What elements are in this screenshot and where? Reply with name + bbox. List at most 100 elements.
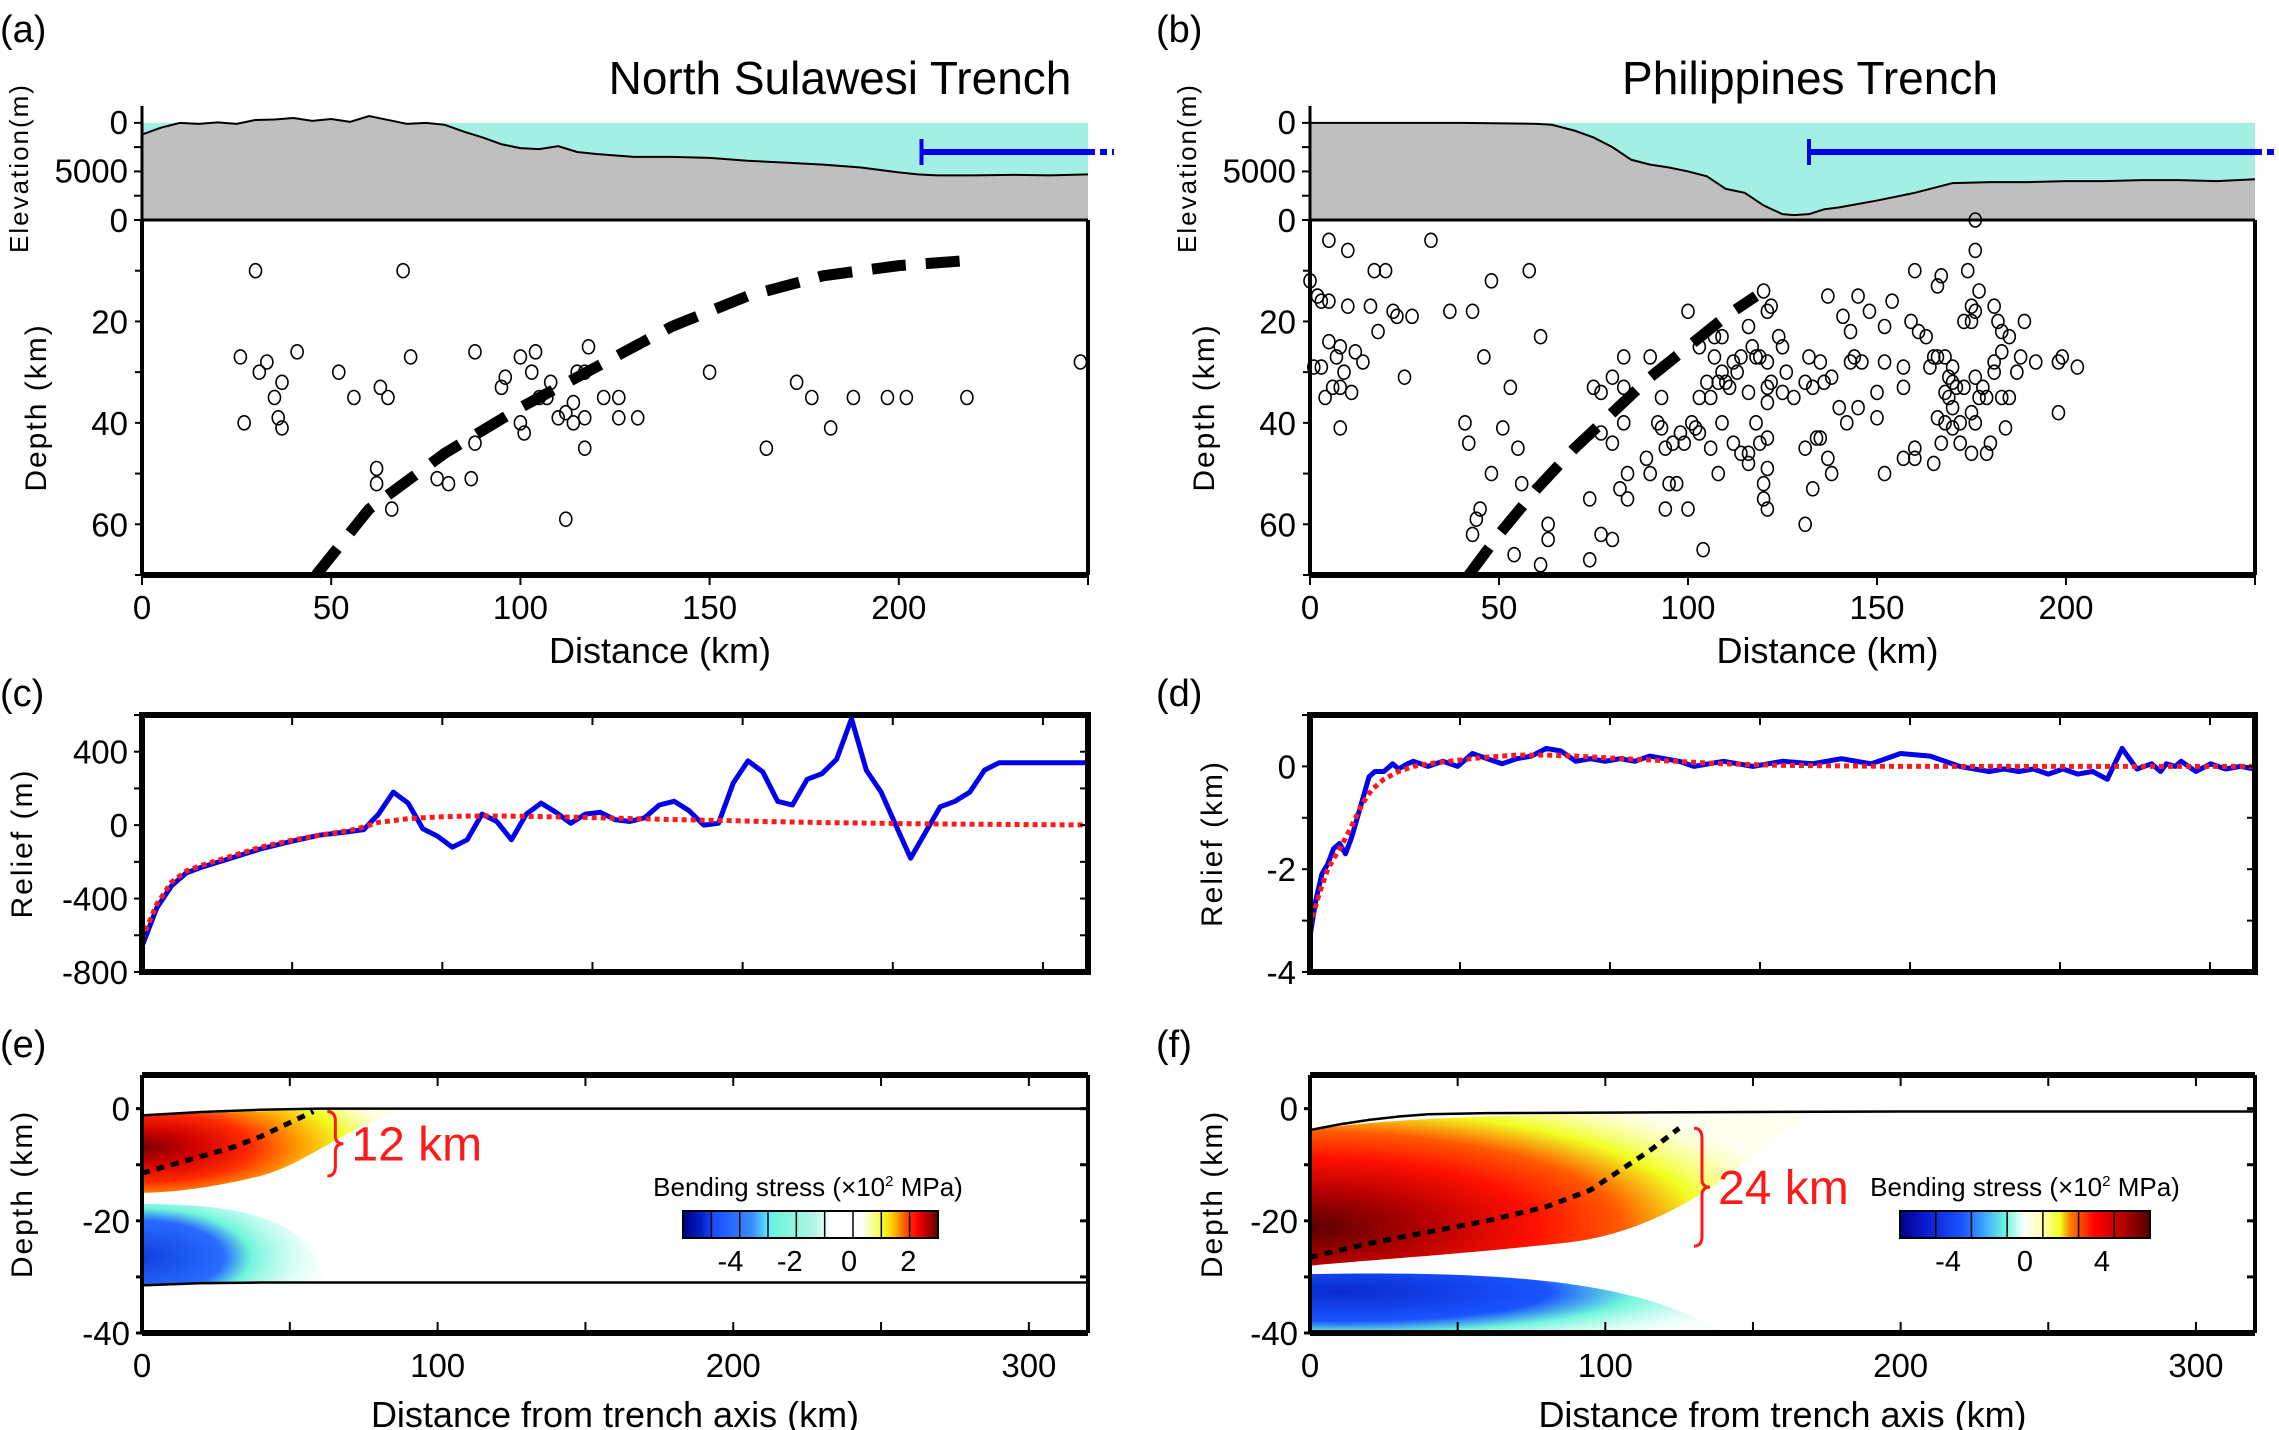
x-tick-label: 200 [706,1347,761,1384]
earthquake-point [1983,435,1998,451]
earthquake-point [1953,415,1967,431]
compressive-stress-region [142,1204,324,1286]
earthquake-point [1964,298,1979,315]
earthquake-point [1851,288,1865,304]
earthquake-point [1386,303,1400,320]
earthquake-point [498,369,513,386]
plate-top-line [1310,1110,2255,1132]
colorbar-tick-label: -4 [1935,1246,1961,1278]
earthquake-point [1707,349,1722,365]
earthquake-point [1325,379,1340,396]
x-axis-label: Distance (km) [1716,630,1938,671]
series-line-model-fit [1310,752,2255,927]
earthquake-point [1938,349,1952,365]
earthquake-point [1760,354,1775,370]
earthquake-point [1805,379,1820,396]
earthquake-point [1753,349,1767,365]
earthquake-point [1775,338,1790,355]
earthquake-point [1673,425,1688,441]
earthquake-point [1605,435,1620,451]
earthquake-point [1953,435,1967,451]
y-axis-label: Depth (km) [6,1110,39,1278]
slab-interface-line [311,255,968,579]
earthquake-point [1855,354,1869,370]
neutral-plane-line [142,1109,315,1176]
earthquake-point [494,379,509,396]
earthquake-point [441,475,456,492]
earthquake-point [2002,328,2017,345]
earthquake-point [1405,308,1419,325]
earthquake-point [1616,349,1631,365]
earthquake-point [1779,364,1794,380]
colorbar-tick-label: 4 [2094,1246,2110,1278]
earthquake-point [248,262,263,279]
y-tick-label: -4 [1267,954,1296,991]
earthquake-point [1443,303,1457,320]
earthquake-point [1787,389,1801,406]
earthquake-point [1371,323,1385,340]
earthquake-point [1821,450,1835,467]
earthquake-point [846,389,861,406]
panel-label-a: (a) [0,9,46,51]
y-tick-label: -40 [1250,1315,1298,1352]
x-tick-label: 50 [313,589,350,626]
earthquake-point [1616,379,1631,396]
earthquake-point [1764,374,1778,391]
earthquake-point [1390,308,1404,325]
earthquake-point [1968,303,1983,320]
colorbar-title: Bending stress (×102 MPa) [653,1172,963,1202]
panel-label-d: (d) [1156,673,1202,715]
earthquake-point [1473,501,1487,517]
earthquake-point [1991,313,2005,330]
earthquake-point [1760,379,1775,396]
earthquake-point [702,364,717,380]
earthquake-point [233,349,248,365]
earthquake-point [1719,374,1733,391]
panel-b: Philippines Trench 0 5000 Elevation(m) 0 20 40… [1172,52,2279,671]
x-axis-label: Distance from trench axis (km) [371,1394,859,1430]
thickness-brace [327,1109,344,1178]
earthquake-point [1832,399,1846,416]
earthquake-point [1896,359,1911,375]
y-tick-label: 20 [1259,303,1296,340]
earthquake-point [1885,293,1899,309]
thickness-annotation: 12 km [351,1119,482,1172]
earthquake-point [1741,445,1756,462]
neutral-plane-line [1310,1126,1681,1260]
earthquake-point [1930,278,1945,294]
earthquake-point [1688,420,1703,436]
x-tick-label: 100 [493,589,548,626]
earthquake-point [1994,323,2009,340]
earthquake-point [1813,430,1828,446]
earthquake-point [381,389,395,406]
land-area [1310,122,2255,220]
earthquake-point [1877,318,1892,335]
earthquake-point [290,344,304,360]
earthquake-point [1802,349,1816,365]
earthquake-point [566,415,581,431]
earthquake-point [804,389,819,406]
earthquake-point [1322,232,1336,249]
elevation-line [1310,121,2256,217]
earthquake-point [1813,354,1828,370]
earthquake-point [1605,531,1620,548]
earthquake-point [1322,293,1336,309]
earthquake-point [559,511,573,528]
colorbar-tick-label: -4 [718,1246,744,1278]
earthquake-point [2010,364,2024,380]
earthquake-point [468,344,482,360]
colorbar-tick-label: 0 [2017,1246,2033,1278]
earthquake-point [1726,435,1741,451]
earthquake-point [1960,262,1975,279]
y-tick-label: 0 [1280,1091,1298,1128]
earthquake-point [1930,409,1945,426]
earthquake-point [1605,369,1620,386]
earthquake-point [1968,415,1983,431]
earthquake-point [759,440,774,457]
earthquake-point [1945,399,1960,416]
earthquake-point [1911,323,1926,340]
earthquake-point [1994,389,2009,406]
series-line-observed [1310,745,2255,937]
earthquake-point [1756,491,1771,507]
